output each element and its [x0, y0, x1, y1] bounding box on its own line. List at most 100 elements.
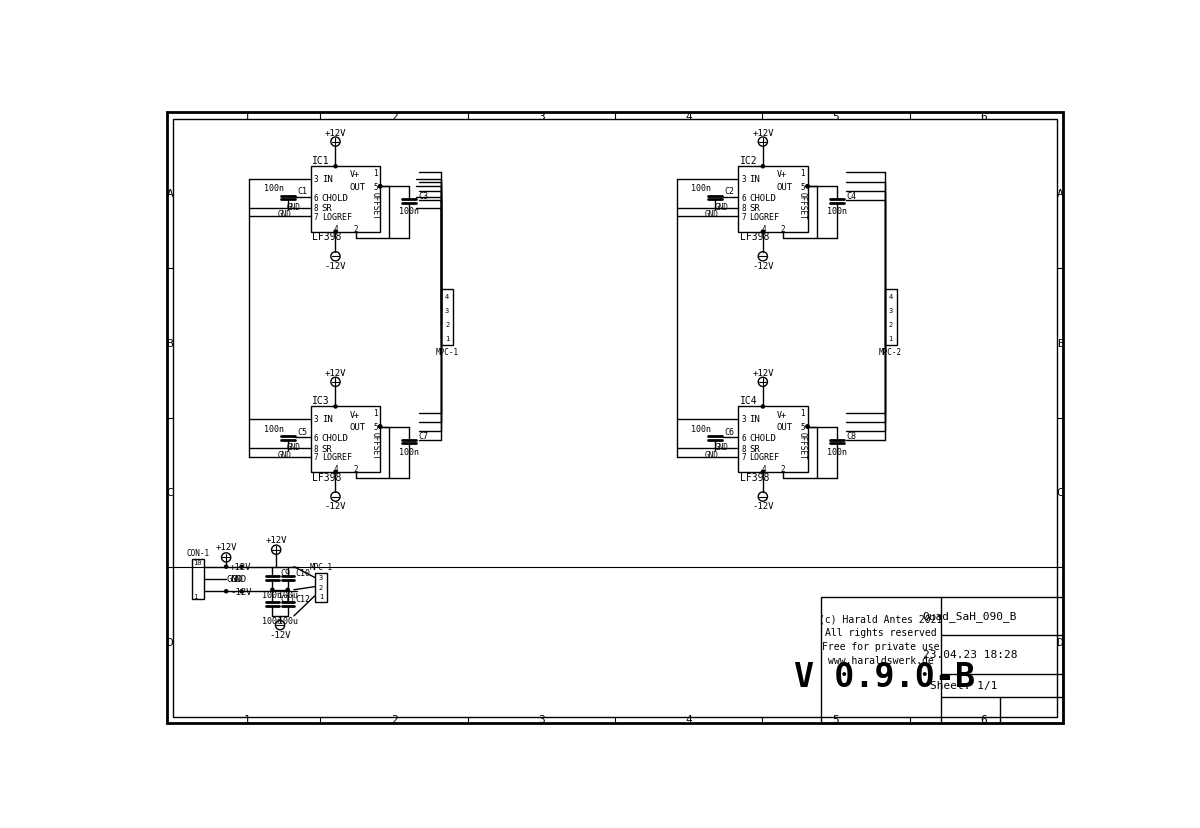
Text: OUT: OUT	[349, 182, 366, 191]
Bar	[738, 167, 808, 233]
Text: LOGREF: LOGREF	[749, 452, 779, 461]
Text: C5: C5	[296, 427, 307, 436]
Text: -12V: -12V	[752, 262, 774, 271]
Text: 2: 2	[391, 715, 397, 724]
Text: 7: 7	[742, 213, 746, 222]
Text: 5: 5	[800, 422, 805, 431]
Text: SR: SR	[322, 204, 332, 213]
Text: 100n: 100n	[400, 207, 420, 216]
Text: LF398: LF398	[312, 472, 342, 482]
Bar	[192, 559, 204, 599]
Text: C: C	[167, 488, 173, 498]
Text: V+: V+	[349, 171, 359, 179]
Text: 3: 3	[445, 308, 449, 314]
Circle shape	[379, 426, 382, 429]
Text: C12: C12	[295, 595, 311, 604]
Text: GND: GND	[287, 203, 301, 211]
Text: 7: 7	[314, 452, 318, 461]
Text: IN: IN	[322, 175, 332, 184]
Text: A: A	[167, 189, 173, 199]
Bar	[821, 597, 1063, 723]
Text: 10: 10	[193, 560, 202, 566]
Text: 100n: 100n	[827, 447, 847, 456]
Text: 4: 4	[685, 715, 692, 724]
Text: OFFSET: OFFSET	[371, 191, 379, 219]
Text: +12V: +12V	[230, 562, 252, 571]
Text: IN: IN	[322, 415, 332, 424]
Circle shape	[334, 231, 337, 234]
Text: B: B	[167, 339, 173, 349]
Text: C2: C2	[725, 187, 734, 196]
Text: OFFSET: OFFSET	[371, 431, 379, 460]
Text: C: C	[1057, 488, 1063, 498]
Text: +12V: +12V	[265, 536, 287, 545]
Text: GND: GND	[706, 450, 719, 460]
Circle shape	[761, 471, 764, 474]
Text: V+: V+	[349, 410, 359, 419]
Text: 1: 1	[800, 169, 805, 178]
Text: +12V: +12V	[752, 368, 774, 378]
Circle shape	[334, 471, 337, 474]
Text: LF398: LF398	[739, 472, 769, 482]
Text: OUT: OUT	[776, 422, 793, 431]
Text: (c) Harald Antes 2021: (c) Harald Antes 2021	[818, 614, 942, 623]
Text: 5: 5	[833, 715, 839, 724]
Text: GND: GND	[714, 203, 728, 211]
Text: GND: GND	[230, 575, 246, 584]
Text: SR: SR	[322, 444, 332, 453]
Text: CHOLD: CHOLD	[749, 433, 776, 442]
Text: 7: 7	[314, 213, 318, 222]
Text: SR: SR	[749, 204, 760, 213]
Bar	[738, 407, 808, 472]
Text: 100u: 100u	[277, 616, 298, 625]
Text: 3: 3	[314, 415, 318, 424]
Text: IC2: IC2	[739, 156, 757, 166]
Text: A: A	[1057, 189, 1063, 199]
Text: 8: 8	[742, 444, 746, 453]
Text: 1: 1	[373, 409, 378, 417]
Text: 5: 5	[373, 182, 378, 191]
Text: 6: 6	[314, 193, 318, 202]
Text: C11: C11	[280, 595, 295, 604]
Circle shape	[287, 589, 289, 591]
Text: +12V: +12V	[216, 542, 236, 551]
Text: IC1: IC1	[312, 156, 330, 166]
Text: 100n: 100n	[400, 447, 420, 456]
Text: C3: C3	[419, 192, 428, 200]
Text: 4: 4	[685, 112, 692, 122]
Text: +12V: +12V	[325, 128, 347, 137]
Text: GND: GND	[706, 210, 719, 219]
Circle shape	[761, 166, 764, 169]
Text: D: D	[1057, 638, 1063, 647]
Text: 2: 2	[391, 112, 397, 122]
Text: 2: 2	[888, 322, 893, 328]
Text: 100n: 100n	[264, 424, 284, 433]
Text: 4: 4	[334, 225, 338, 233]
Bar	[311, 167, 380, 233]
Circle shape	[806, 185, 809, 189]
Text: -12V: -12V	[752, 502, 774, 511]
Text: 100n: 100n	[827, 207, 847, 216]
Text: All rights reserved: All rights reserved	[824, 628, 936, 638]
Text: 100n: 100n	[263, 616, 282, 625]
Text: C7: C7	[419, 431, 428, 440]
Circle shape	[224, 566, 228, 569]
Text: Sheet: 1/1: Sheet: 1/1	[930, 681, 997, 691]
Text: -12V: -12V	[230, 587, 252, 596]
Text: 1: 1	[319, 593, 323, 599]
Text: 1: 1	[888, 335, 893, 341]
Text: 7: 7	[742, 452, 746, 461]
Text: C10: C10	[295, 569, 311, 578]
Text: 5: 5	[833, 112, 839, 122]
Text: OFFSET: OFFSET	[798, 191, 806, 219]
Text: C9: C9	[280, 569, 290, 578]
Text: +12V: +12V	[325, 368, 347, 378]
Text: 1: 1	[800, 409, 805, 417]
Text: GND: GND	[714, 442, 728, 451]
Text: 100n: 100n	[264, 184, 284, 193]
Text: 3: 3	[888, 308, 893, 314]
Text: C6: C6	[725, 427, 734, 436]
Text: MPC-1: MPC-1	[310, 562, 332, 571]
Circle shape	[806, 426, 809, 429]
Text: 6: 6	[314, 433, 318, 442]
